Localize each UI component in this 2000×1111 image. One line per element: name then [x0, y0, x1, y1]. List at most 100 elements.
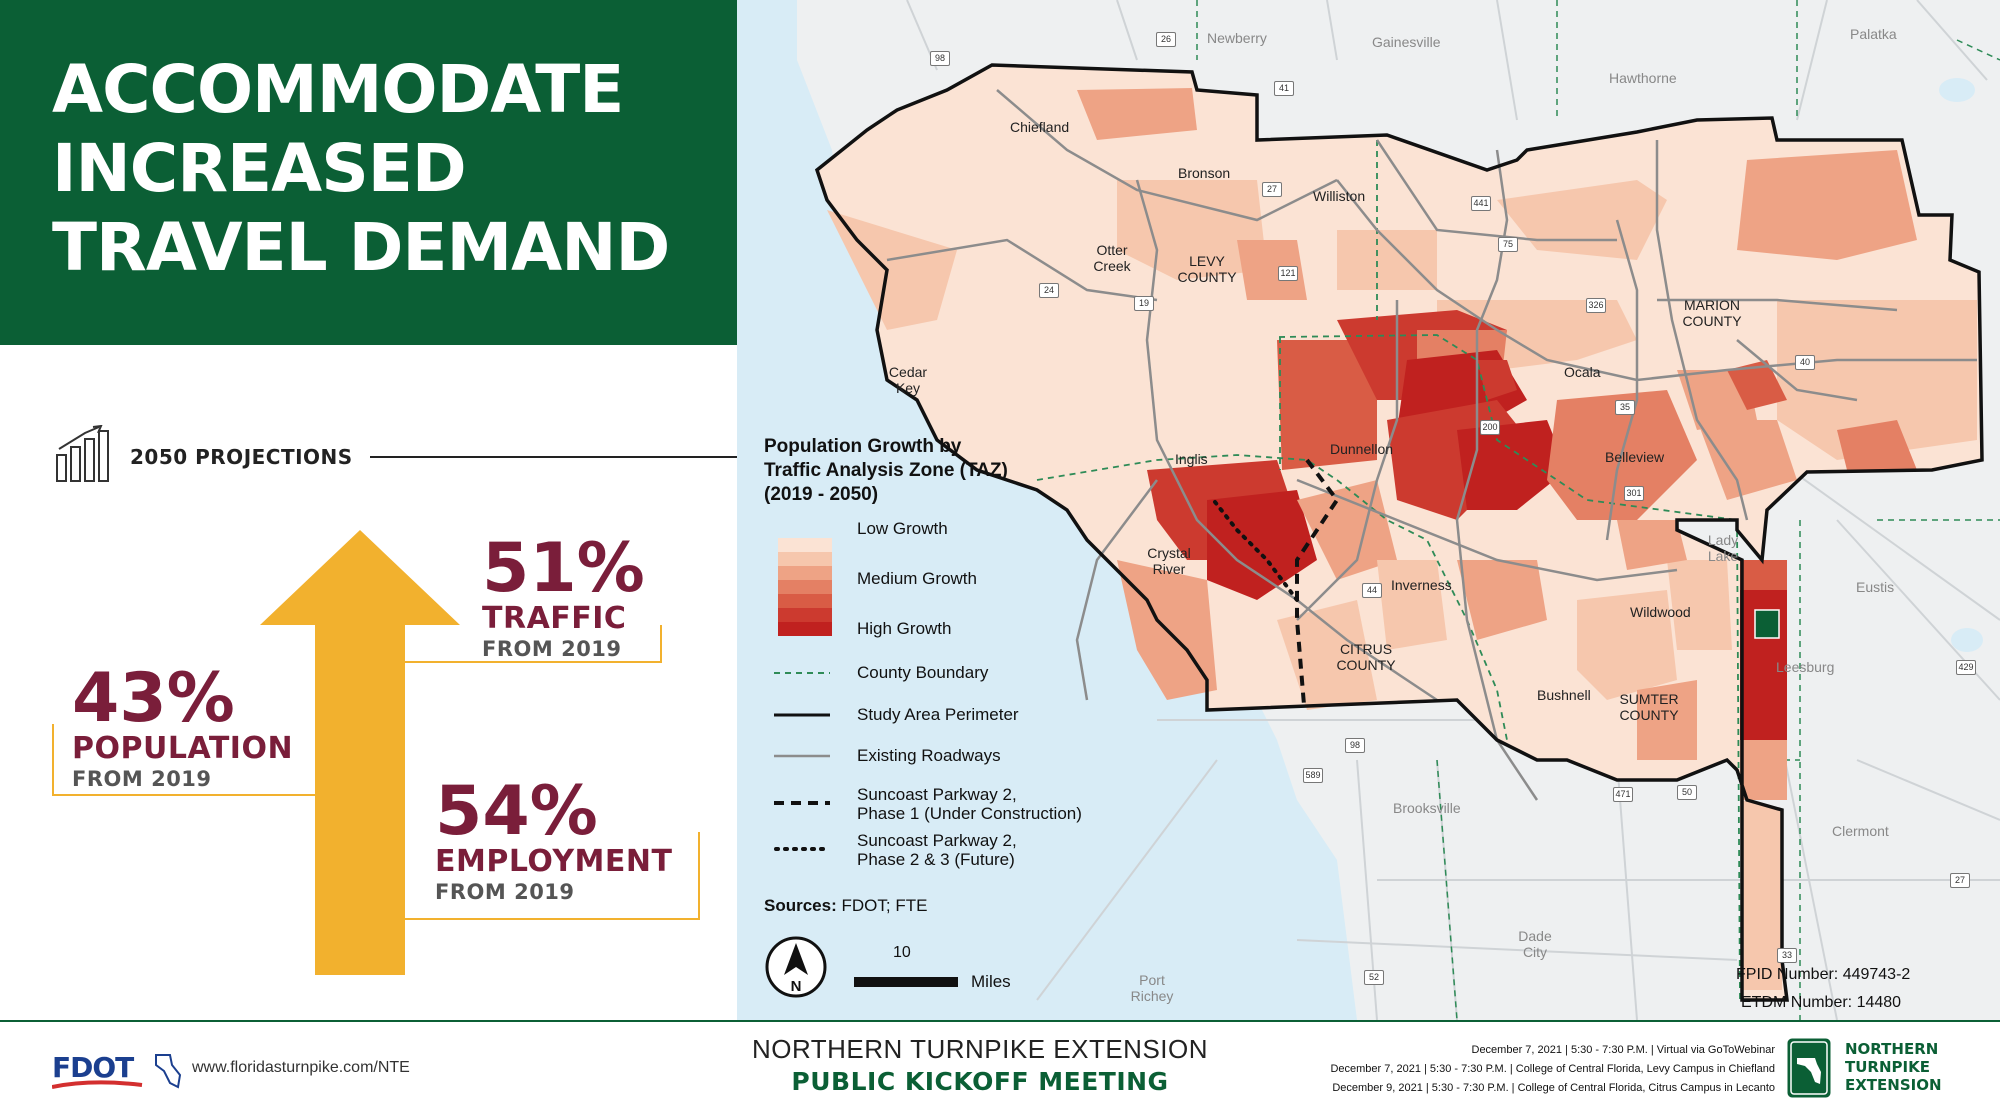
growth-bar-chart-icon	[56, 425, 109, 482]
legend-phase-1-line-1: Suncoast Parkway 2,	[857, 785, 1017, 804]
phase-1-swatch	[774, 801, 830, 805]
employment-label: EMPLOYMENT	[435, 844, 673, 879]
employment-bracket	[405, 832, 700, 920]
growth-ramp-step	[778, 594, 832, 609]
study-area-swatch	[774, 713, 830, 717]
legend-phase-1: Suncoast Parkway 2, Phase 1 (Under Const…	[764, 780, 1144, 824]
legend-study-area-label: Study Area Perimeter	[857, 705, 1019, 724]
route-shield: 429	[1956, 660, 1976, 675]
legend-title-line-2: Traffic Analysis Zone (TAZ)	[764, 460, 1008, 481]
headline: ACCOMMODATE INCREASED TRAVEL DEMAND	[52, 50, 732, 287]
study-area-map[interactable]: Newberry Gainesville Palatka Hawthorne C…	[737, 0, 2000, 1020]
place-otter-creek: Otter Creek	[1093, 242, 1131, 274]
place-lady-lake: Lady Lake	[1707, 532, 1739, 564]
nte-logo-text: NORTHERN TURNPIKE EXTENSION	[1845, 1040, 1942, 1094]
projections-heading: 2050 PROJECTIONS	[55, 425, 753, 485]
legend-phase-1-line-2: Phase 1 (Under Construction)	[857, 804, 1082, 823]
sources-value: FDOT; FTE	[841, 896, 928, 915]
scale-units: Miles	[971, 972, 1011, 991]
suncoast-phase-2-3	[1213, 500, 1299, 602]
place-dunnellon: Dunnellon	[1330, 441, 1394, 457]
route-shield: 27	[1262, 182, 1282, 197]
route-shield: 24	[1039, 283, 1059, 298]
route-shield: 75	[1498, 237, 1518, 252]
project-title: NORTHERN TURNPIKE EXTENSION	[751, 1034, 1209, 1064]
route-shield: 471	[1613, 787, 1633, 802]
study-area-perimeter	[814, 63, 1984, 1002]
background-roads	[906, 0, 2000, 1020]
route-shield: 35	[1615, 400, 1635, 415]
population-percent: 43%	[72, 659, 235, 738]
legend-county-boundary-label: County Boundary	[857, 663, 989, 682]
route-shield: 19	[1134, 296, 1154, 311]
growth-ramp-step	[778, 608, 832, 623]
sources-note: Sources: FDOT; FTE	[764, 896, 927, 916]
route-shield: 98	[930, 51, 950, 66]
legend-study-area: Study Area Perimeter	[764, 700, 1144, 730]
population-from: FROM 2019	[72, 767, 212, 791]
lake-5	[1951, 628, 1983, 652]
legend-phase-2-3-label: Suncoast Parkway 2, Phase 2 & 3 (Future)	[857, 831, 1017, 869]
place-bronson: Bronson	[1178, 165, 1231, 181]
place-port-richey: Port Richey	[1130, 972, 1174, 1004]
meeting-title: PUBLIC KICKOFF MEETING	[791, 1067, 1169, 1096]
place-bushnell: Bushnell	[1537, 687, 1591, 703]
county-sumter: SUMTER COUNTY	[1619, 691, 1679, 723]
route-shield: 41	[1274, 81, 1294, 96]
legend-title-line-3: (2019 - 2050)	[764, 484, 879, 505]
place-crystal-river: Crystal River	[1147, 545, 1191, 577]
stat-population: 43% POPULATION FROM 2019	[72, 659, 294, 792]
traffic-bracket	[405, 625, 662, 663]
traffic-percent: 51%	[482, 529, 645, 608]
traffic-label: TRAFFIC	[482, 601, 627, 636]
legend-phase-2-3-line-1: Suncoast Parkway 2,	[857, 831, 1017, 850]
legend-roadways-label: Existing Roadways	[857, 746, 1001, 765]
county-marion: MARION COUNTY	[1682, 297, 1742, 329]
legend-title: Population Growth by Traffic Analysis Zo…	[764, 435, 1164, 507]
place-belleview: Belleview	[1605, 449, 1665, 465]
county-citrus: CITRUS COUNTY	[1336, 641, 1396, 673]
place-wildwood: Wildwood	[1630, 604, 1691, 620]
growth-arrow-icon	[260, 530, 460, 975]
route-shield: 301	[1624, 486, 1644, 501]
route-shield: 40	[1795, 355, 1815, 370]
place-newberry: Newberry	[1207, 30, 1267, 46]
route-shield: 33	[1777, 948, 1797, 963]
county-boundary-swatch	[774, 672, 830, 674]
place-clermont: Clermont	[1832, 823, 1889, 839]
growth-ramp-step	[778, 622, 832, 636]
florida-turnpike-logo-icon	[1787, 1038, 1831, 1098]
legend-low-growth: Low Growth	[764, 514, 1144, 544]
place-brooksville: Brooksville	[1393, 800, 1461, 816]
legend-high-growth: High Growth	[764, 614, 1144, 644]
north-label: N	[791, 978, 802, 995]
fdot-logo: FDOT	[52, 1051, 182, 1089]
employment-from: FROM 2019	[435, 880, 575, 904]
website-link[interactable]: www.floridasturnpike.com/NTE	[192, 1059, 410, 1076]
legend-high-growth-label: High Growth	[857, 619, 952, 638]
county-levy: LEVY COUNTY	[1177, 253, 1237, 285]
legend-low-growth-label: Low Growth	[857, 519, 948, 538]
headline-banner: ACCOMMODATE INCREASED TRAVEL DEMAND	[0, 0, 737, 345]
population-label: POPULATION	[72, 731, 294, 766]
projections-rule	[370, 456, 753, 458]
legend-phase-2-3: Suncoast Parkway 2, Phase 2 & 3 (Future)	[764, 826, 1144, 870]
route-shield: 441	[1471, 196, 1491, 211]
stat-traffic: 51% TRAFFIC FROM 2019	[482, 529, 645, 662]
lake-3	[1939, 78, 1975, 102]
growth-ramp-step	[778, 566, 832, 581]
nte-logo-line-3: EXTENSION	[1845, 1076, 1942, 1094]
place-hawthorne: Hawthorne	[1609, 70, 1677, 86]
fdot-logo-text: FDOT	[52, 1051, 134, 1084]
roadways-swatch	[774, 754, 830, 758]
growth-color-ramp	[778, 538, 832, 636]
map-canvas	[737, 0, 2000, 1020]
nte-logo-line-2: TURNPIKE	[1845, 1058, 1930, 1076]
legend-medium-growth: Medium Growth	[764, 564, 1144, 594]
route-shield: 26	[1156, 32, 1176, 47]
legend-county-boundary: County Boundary	[764, 658, 1144, 688]
left-panel: ACCOMMODATE INCREASED TRAVEL DEMAND 2050…	[0, 0, 753, 1020]
suncoast-phase-1	[1295, 458, 1340, 706]
employment-percent: 54%	[435, 772, 598, 851]
north-arrow-icon: N	[765, 936, 827, 998]
